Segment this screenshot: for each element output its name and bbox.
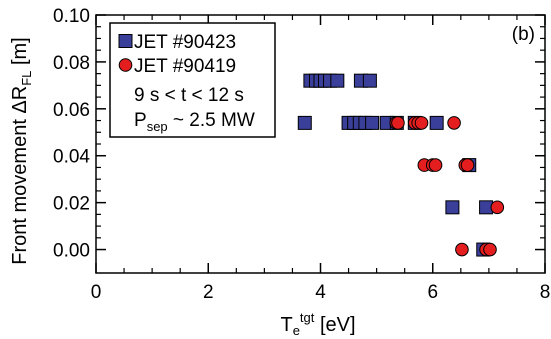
data-point-square xyxy=(297,115,312,130)
x-tick-label: 8 xyxy=(540,282,551,303)
x-axis-label-unit: [eV] xyxy=(314,314,355,336)
x-tick-label: 6 xyxy=(427,282,438,303)
data-point-circle xyxy=(490,200,505,215)
y-tick-label: 0.02 xyxy=(53,194,90,215)
legend-note-power: Psep ~ 2.5 MW xyxy=(134,110,255,134)
data-point-circle xyxy=(428,158,443,172)
y-tick-label: 0.08 xyxy=(53,53,90,74)
y-tick-label: 0.04 xyxy=(53,147,90,168)
data-point-circle xyxy=(414,116,429,130)
data-point-circle xyxy=(391,116,405,130)
y-tick-label: 0.10 xyxy=(53,6,90,27)
x-axis-label-sub: e xyxy=(293,323,300,338)
data-point-square xyxy=(362,73,377,88)
legend-entry-label: JET #90423 xyxy=(134,32,236,53)
y-tick-label: 0.06 xyxy=(53,100,90,121)
x-axis-label-sup: tgt xyxy=(300,310,315,325)
data-point-square xyxy=(445,200,460,215)
legend-marker-square xyxy=(118,34,133,48)
legend-note-time: 9 s < t < 12 s xyxy=(134,85,244,106)
y-axis-label: Front movement ΔRFL [m] xyxy=(9,37,34,264)
svg-text:Front movement ΔRFL [m]: Front movement ΔRFL [m] xyxy=(9,37,34,264)
x-tick-label: 2 xyxy=(203,282,214,303)
data-point-circle xyxy=(455,242,469,257)
data-point-square xyxy=(365,115,380,130)
y-axis-label-text: Front movement ΔR xyxy=(9,86,31,265)
x-axis-label: Tetgt [eV] xyxy=(280,310,355,338)
data-point-circle xyxy=(483,242,497,257)
y-tick-label: 0.00 xyxy=(53,241,90,262)
legend: JET #90423 JET #90419 9 s < t < 12 s Psep ~… xyxy=(109,22,276,138)
legend-box xyxy=(109,22,276,138)
x-axis-label-base: T xyxy=(280,314,292,336)
legend-marker-circle xyxy=(118,58,133,72)
x-tick-label: 0 xyxy=(91,282,102,303)
x-tick-label: 4 xyxy=(315,282,326,303)
panel-label: (b) xyxy=(512,24,535,45)
legend-entry-label: JET #90419 xyxy=(134,56,236,77)
y-axis-label-unit: [m] xyxy=(9,37,31,70)
data-point-circle xyxy=(447,116,461,130)
data-point-square xyxy=(429,115,444,130)
series-jet-90419 xyxy=(389,116,505,257)
data-point-circle xyxy=(460,158,475,172)
data-point-square xyxy=(330,73,345,88)
y-axis-label-sub: FL xyxy=(19,71,34,86)
